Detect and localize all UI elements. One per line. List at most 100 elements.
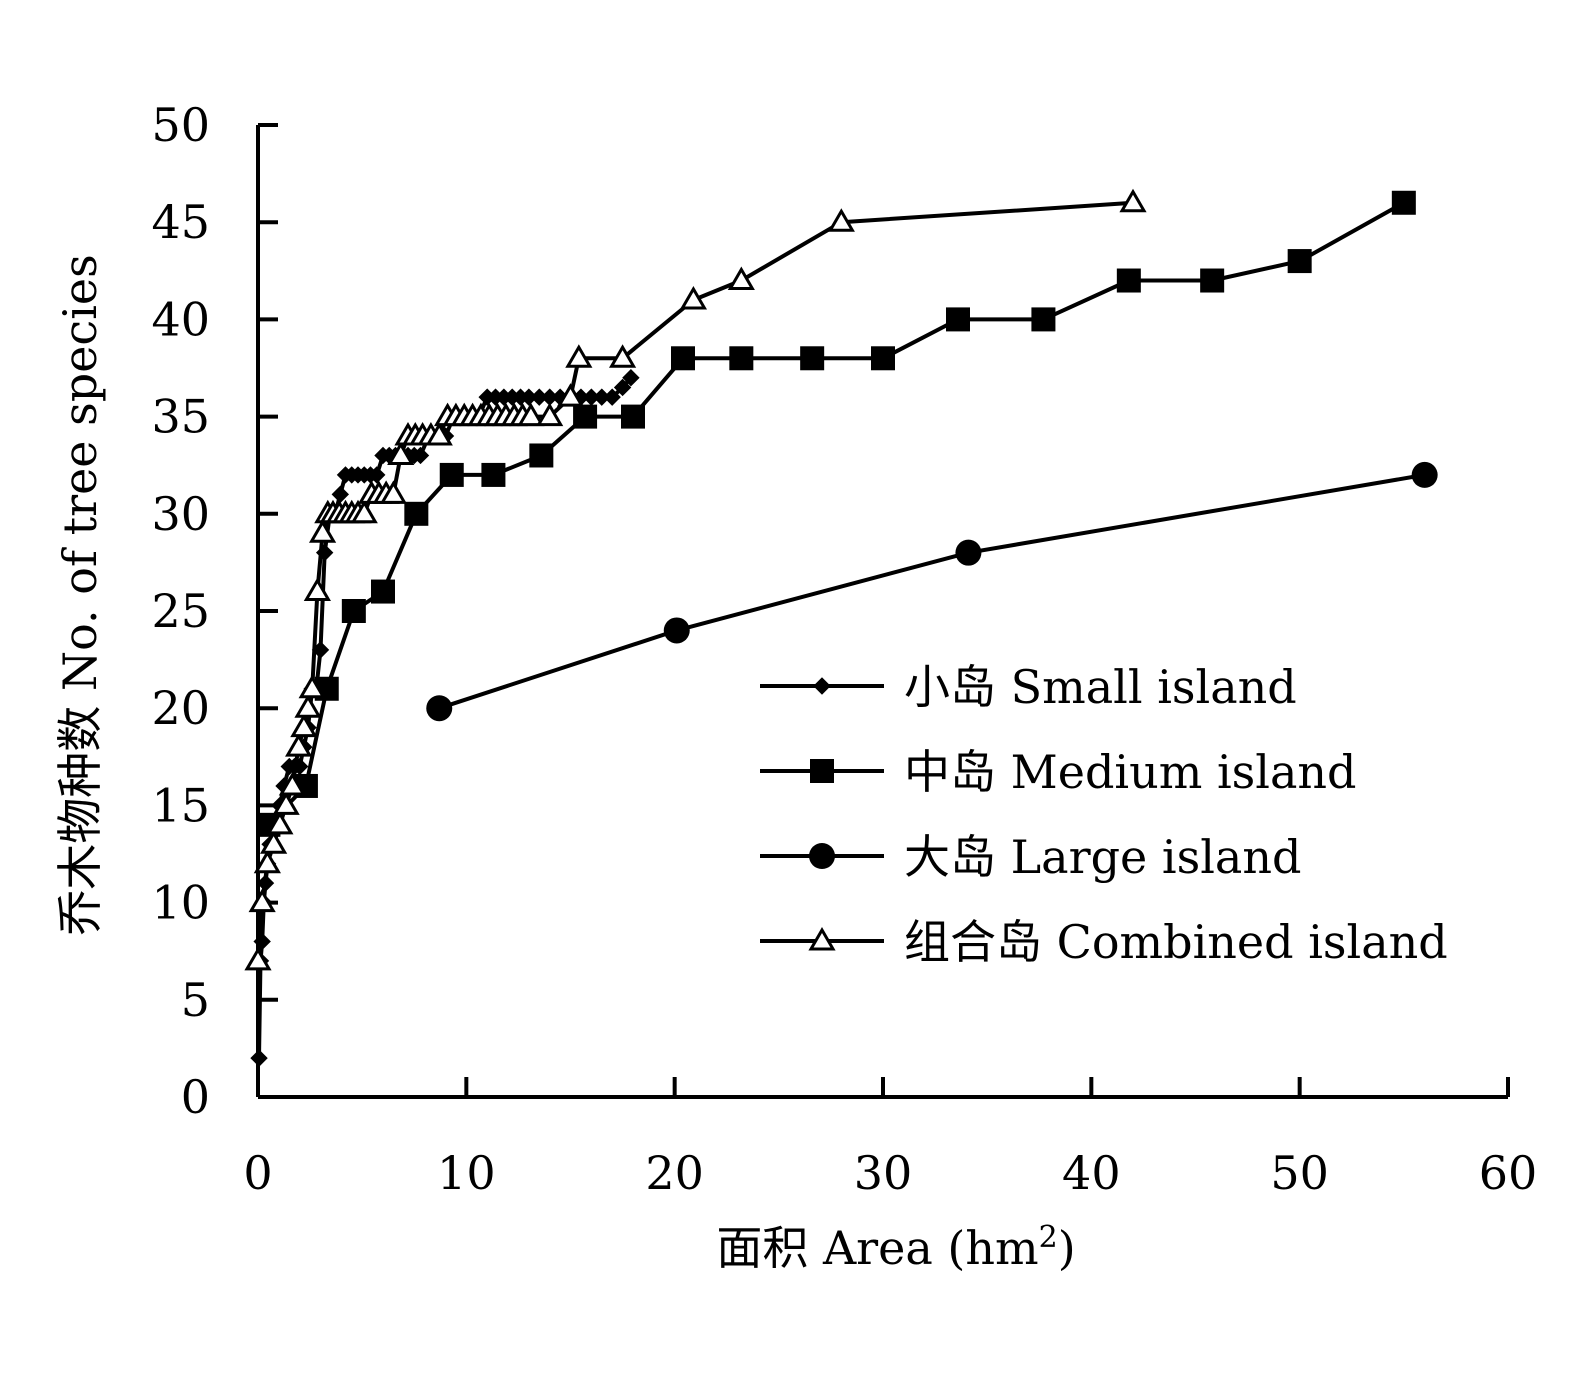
data-point-triangle [827,208,855,232]
series-line-large-island [438,472,1426,711]
data-point-triangle [298,674,326,699]
y-tick-label: 35 [151,390,210,444]
y-tick-label: 20 [151,681,210,735]
x-tick-label: 0 [243,1146,272,1200]
data-point-diamond [603,388,621,406]
x-axis-title: 面积 Area (hm2) [716,1220,1075,1276]
data-point-square [1116,268,1141,293]
data-point-triangle [272,791,300,815]
data-point-square [573,404,598,429]
x-axis-title-main: 面积 Area (hm [716,1221,1038,1275]
data-point-square [871,346,895,371]
data-point-square [529,443,554,468]
data-point-triangle [1119,188,1147,213]
data-point-triangle [266,810,294,835]
data-point-triangle [303,577,331,602]
data-point-triangle [536,402,564,427]
data-point-diamond [253,932,271,951]
x-tick-label: 50 [1270,1146,1329,1200]
data-point-square [1391,190,1416,215]
data-point-square [946,307,970,332]
data-point-triangle [565,344,593,368]
data-point-circle [955,539,982,566]
data-point-square [1200,268,1225,293]
x-axis-title-close: ) [1058,1221,1076,1275]
data-point-square [439,462,464,487]
y-tick-label: 5 [181,973,210,1027]
legend-entry: 中岛 Medium island [760,745,1357,799]
legend-label: 中岛 Medium island [904,745,1357,799]
legend-marker [813,677,831,695]
data-point-triangle [387,441,415,465]
x-tick-label: 60 [1479,1146,1538,1200]
x-tick-label: 40 [1062,1146,1121,1200]
x-tick-label: 30 [854,1146,913,1200]
data-point-circle [663,617,690,644]
data-point-diamond [331,485,349,504]
y-tick-label: 40 [151,292,210,346]
y-tick-label: 45 [151,195,210,249]
series-4 [244,188,1147,971]
legend-label: 大岛 Large island [904,830,1301,884]
data-point-square [341,599,366,623]
y-tick-label: 15 [151,778,210,832]
data-point-square [671,346,695,371]
data-point-triangle [308,519,337,543]
data-point-triangle [679,285,708,310]
series-line-medium-island [266,201,1405,827]
data-point-square [800,346,825,371]
data-point-triangle [260,830,288,854]
legend-marker [809,843,835,869]
y-tick-label: 50 [151,98,210,152]
data-point-triangle [244,946,272,971]
data-point-square [404,501,429,526]
y-tick-label: 10 [151,876,210,930]
x-tick-label: 20 [645,1146,704,1200]
data-point-square [621,404,645,429]
data-point-triangle [556,383,585,407]
axes: 0 10 20 30 40 50 60 0 5 10 15 20 25 30 35 40 45 50 [151,98,1537,1200]
data-point-triangle [425,422,453,446]
data-point-triangle [285,733,313,757]
legend-entry: 大岛 Large island [760,830,1301,884]
data-point-diamond [411,446,430,465]
data-point-square [1031,307,1056,332]
y-tick-label: 0 [181,1070,210,1124]
y-axis-title: 乔木物种数 No. of tree species [53,254,107,935]
data-point-diamond [368,466,386,484]
data-point-diamond [613,378,632,397]
data-point-circle [1411,461,1438,488]
data-point-triangle [350,499,378,524]
legend-entry: 组合岛 Combined island [760,915,1448,969]
data-point-triangle [253,849,281,874]
series-3 [426,461,1438,722]
y-tick-label: 25 [151,584,210,638]
data-point-triangle [294,694,322,718]
legend: 小岛 Small island 中岛 Medium island 大岛 Large … [760,660,1448,969]
data-point-square [1287,249,1312,274]
data-point-square [481,462,506,487]
data-point-diamond [250,1049,268,1067]
series-2 [256,190,1416,837]
data-point-triangle [379,480,408,504]
plot-area [244,188,1438,1067]
legend-label: 小岛 Small island [904,660,1297,714]
y-tick-label: 30 [151,487,210,541]
data-point-triangle [290,713,318,738]
data-point-triangle [278,771,306,796]
x-axis-title-sup: 2 [1039,1220,1058,1255]
data-point-diamond [622,369,640,387]
data-point-triangle [727,266,755,291]
legend-label: 组合岛 Combined island [904,915,1448,969]
legend-marker [808,927,836,951]
data-point-circle [426,695,453,722]
data-point-triangle [608,344,637,368]
data-point-triangle [248,888,276,913]
x-tick-label: 10 [437,1146,496,1200]
data-point-square [729,346,754,371]
data-point-square [371,579,395,604]
legend-marker [810,759,834,783]
legend-entry: 小岛 Small island [760,660,1297,714]
